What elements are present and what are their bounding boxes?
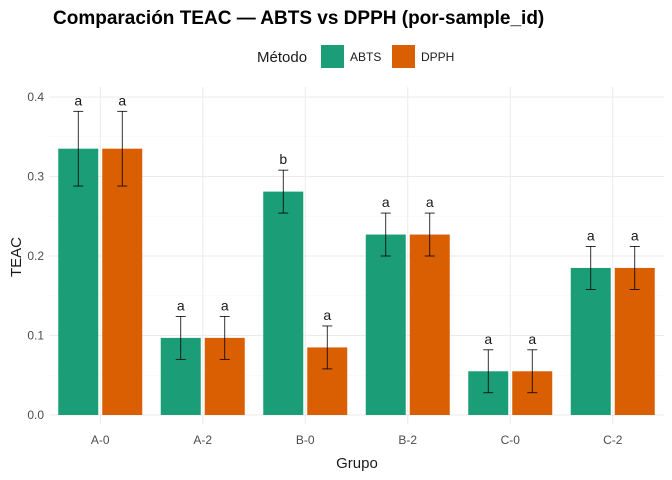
- error-bar: [278, 169, 289, 214]
- y-tick-label: 0.4: [27, 90, 44, 104]
- bar-abts-a-0: [58, 148, 99, 416]
- y-tick-label: 0.3: [27, 170, 44, 184]
- y-axis-title: TEAC: [8, 237, 25, 277]
- error-bar: [322, 325, 333, 370]
- significance-label: a: [177, 297, 185, 313]
- significance-label: a: [631, 227, 639, 243]
- error-bar: [585, 246, 596, 290]
- significance-label: a: [118, 92, 126, 108]
- error-bar: [175, 316, 186, 360]
- x-tick-label: C-0: [501, 433, 521, 447]
- legend-label-abts: ABTS: [350, 50, 381, 64]
- significance-label: a: [74, 92, 82, 108]
- y-axis-ticks: 0.0 0.1 0.2 0.3 0.4: [27, 90, 44, 422]
- x-tick-label: A-2: [193, 433, 212, 447]
- legend-label-dpph: DPPH: [421, 50, 454, 64]
- y-tick-label: 0.1: [27, 329, 44, 343]
- significance-label: b: [279, 151, 287, 167]
- significance-label: a: [484, 331, 492, 347]
- error-bar: [483, 349, 494, 394]
- legend-key-abts: [321, 45, 344, 68]
- bars: a a a a b a a a a a a a: [58, 92, 655, 416]
- error-bar: [424, 212, 435, 257]
- significance-label: a: [323, 307, 331, 323]
- significance-label: a: [587, 227, 595, 243]
- bar-dpph-a-0: [102, 148, 143, 416]
- x-axis-title: Grupo: [336, 455, 378, 472]
- y-tick-label: 0.2: [27, 249, 44, 263]
- bar-abts-b-2: [365, 234, 406, 415]
- error-bar: [527, 349, 538, 394]
- y-tick-label: 0.0: [27, 408, 44, 422]
- error-bar: [73, 110, 84, 187]
- chart-title: Comparación TEAC — ABTS vs DPPH (por-sam…: [53, 8, 544, 29]
- significance-label: a: [426, 194, 434, 210]
- x-tick-label: B-0: [296, 433, 315, 447]
- significance-label: a: [528, 331, 536, 347]
- legend-title: Método: [257, 49, 307, 66]
- x-tick-label: C-2: [603, 433, 623, 447]
- bar-abts-c-2: [570, 267, 611, 415]
- significance-label: a: [221, 297, 229, 313]
- bar-dpph-c-2: [614, 267, 655, 415]
- grid: [49, 87, 664, 424]
- error-bar: [629, 246, 640, 290]
- legend: Método ABTS DPPH: [257, 45, 454, 68]
- error-bar: [380, 212, 391, 257]
- error-bar: [219, 316, 230, 360]
- bar-abts-b-0: [263, 191, 304, 415]
- error-bar: [117, 110, 128, 187]
- x-axis-ticks: A-0 A-2 B-0 B-2 C-0 C-2: [91, 433, 623, 447]
- legend-key-dpph: [392, 45, 415, 68]
- bar-dpph-b-2: [409, 234, 450, 415]
- x-tick-label: B-2: [398, 433, 417, 447]
- x-tick-label: A-0: [91, 433, 110, 447]
- significance-label: a: [382, 194, 390, 210]
